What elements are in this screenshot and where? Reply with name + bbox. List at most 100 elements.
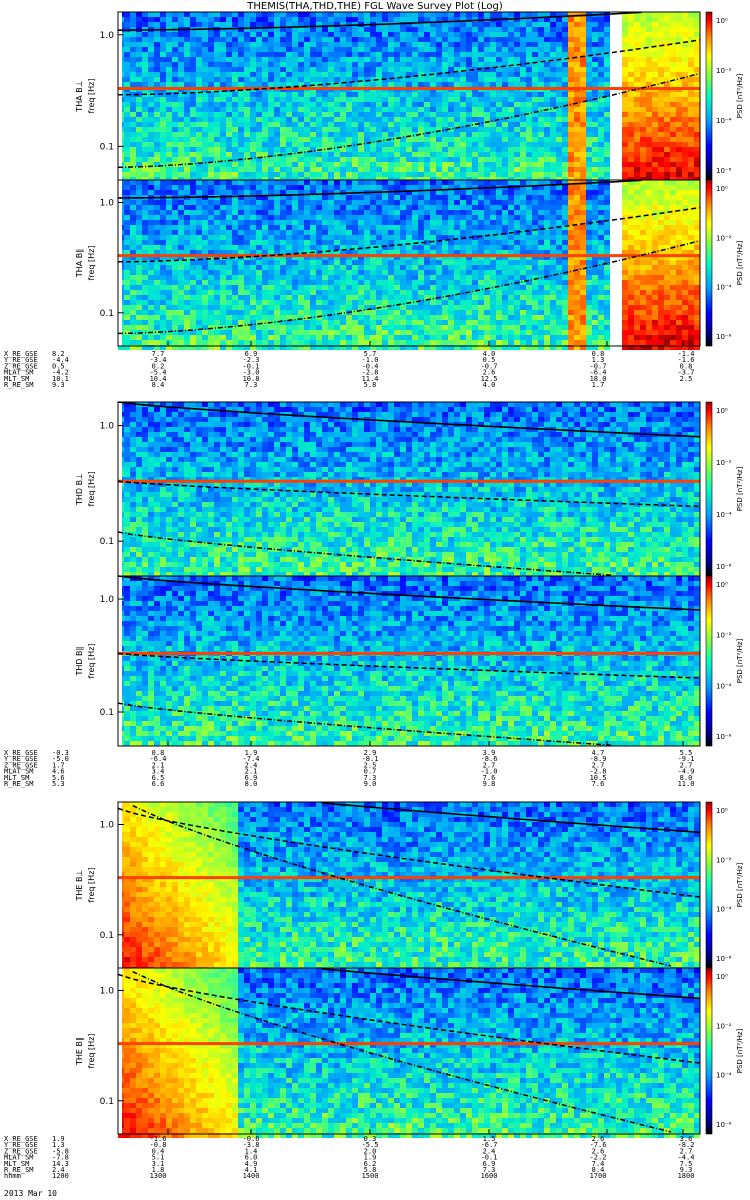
ephemeris-value: 7.3 — [483, 1166, 496, 1174]
ephemeris-value: -1.6 — [678, 356, 695, 364]
ephemeris-value: 0.8 — [680, 362, 693, 370]
ephemeris-value: 1.3 — [52, 1141, 65, 1149]
colorbar-tick-label: 10⁰ — [716, 581, 728, 589]
colorbar-label: PSD [nT²/Hz] — [736, 638, 744, 683]
ephemeris-label: hhmm — [4, 1172, 21, 1180]
panel-frame — [117, 967, 701, 1135]
ephemeris-value: -3.0 — [243, 369, 260, 377]
spectrogram-tha-perp — [117, 11, 701, 182]
ephemeris-value: -0.4 — [362, 362, 379, 370]
ephemeris-label: R_RE_SM — [4, 1166, 34, 1174]
ephemeris-value: 4.1 — [245, 1166, 258, 1174]
ephemeris-value: 7.6 — [592, 780, 605, 788]
panel-yunit: freq [Hz] — [87, 1034, 96, 1069]
ephemeris-value: 1.4 — [245, 1147, 258, 1155]
y-tick-label: 0.1 — [100, 708, 114, 718]
y-tick-label: 0.1 — [100, 537, 114, 547]
ephemeris-value: 9.3 — [52, 381, 65, 389]
panel-frame — [117, 179, 701, 347]
spectral-line — [118, 1042, 700, 1046]
ephemeris-label: MLAT_SM — [4, 768, 34, 776]
ephemeris-value: 10.1 — [52, 375, 69, 383]
ephemeris-value: 6.9 — [483, 1160, 496, 1168]
spectrogram-thd-par — [117, 575, 701, 747]
frequency-curve — [117, 240, 701, 335]
colorbar-tick-label: 10⁻⁴ — [716, 511, 732, 519]
ephemeris-value: 0.8 — [152, 749, 165, 757]
colorbar-tick-label: 10⁰ — [716, 973, 728, 981]
ephemeris-value: 4.9 — [245, 1160, 258, 1168]
ephemeris-value: -1.0 — [362, 356, 379, 364]
colorbar-tick-label: 10⁻⁶ — [716, 167, 732, 175]
panel-yunit: freq [Hz] — [87, 79, 96, 114]
colorbar-label: PSD [nT²/Hz] — [736, 73, 744, 118]
colorbar-tick-label: 10⁰ — [716, 807, 728, 815]
frequency-curve — [117, 72, 701, 169]
ephemeris-value: 3.1 — [152, 1160, 165, 1168]
ephemeris-value: -4.9 — [678, 768, 695, 776]
ephemeris-value: 6.0 — [245, 1154, 258, 1162]
ephemeris-value: 1500 — [362, 1172, 379, 1180]
ephemeris-value: 7.7 — [152, 350, 165, 358]
panel-yunit: freq [Hz] — [87, 472, 96, 507]
ephemeris-value: 4.0 — [483, 350, 496, 358]
ephemeris-value: 2.4 — [245, 761, 258, 769]
ephemeris-value: 1300 — [150, 1172, 167, 1180]
ephemeris-label: Y_RE_GSE — [4, 1141, 38, 1149]
ephemeris-value: 10.4 — [150, 375, 167, 383]
panel-yunit: freq [Hz] — [87, 644, 96, 679]
ephemeris-value: 1600 — [481, 1172, 498, 1180]
y-tick-label: 1.0 — [100, 199, 115, 209]
ephemeris-value: -2.2 — [590, 1154, 607, 1162]
ephemeris-value: -5.0 — [52, 755, 69, 763]
date-label: 2013 Mar 10 — [4, 1190, 57, 1198]
ephemeris-value: 3.4 — [152, 768, 165, 776]
ephemeris-value: -4.4 — [52, 356, 69, 364]
y-tick-label: 0.1 — [100, 1097, 114, 1107]
spectral-line — [118, 876, 700, 880]
colorbar-label: PSD [nT²/Hz] — [736, 466, 744, 511]
ephemeris-label: X_RE_GSE — [4, 350, 38, 358]
ephemeris-value: 6.9 — [245, 350, 258, 358]
ephemeris-value: 5.8 — [364, 381, 377, 389]
ephemeris-value: -3.7 — [678, 369, 695, 377]
ephemeris-label: MLAT_SM — [4, 1154, 34, 1162]
ephemeris-value: 1.5 — [483, 1135, 496, 1143]
y-tick-label: 0.1 — [100, 309, 114, 319]
ephemeris-value: 1.8 — [152, 1166, 165, 1174]
ephemeris-value: -2.8 — [362, 369, 379, 377]
ephemeris-label: Z_RE_GSE — [4, 761, 38, 769]
y-tick-label: 1.0 — [100, 422, 115, 432]
ephemeris-value: -4.4 — [678, 1154, 695, 1162]
colorbar-tick-label: 10⁻⁶ — [716, 563, 732, 571]
frequency-curve — [117, 575, 701, 611]
ephemeris-value: 0.5 — [483, 356, 496, 364]
frequency-curve — [117, 401, 701, 438]
panel-ylabel: THA B∥ — [75, 249, 84, 278]
ephemeris-value: 1.7 — [592, 381, 605, 389]
y-tick-label: 1.0 — [100, 821, 115, 831]
ephemeris-value: 0.5 — [52, 362, 65, 370]
ephemeris-label: X_RE_GSE — [4, 1135, 38, 1143]
ephemeris-value: -7.8 — [52, 1154, 69, 1162]
colorbar-tick-label: 10⁻⁶ — [716, 955, 732, 963]
colorbar — [705, 575, 713, 747]
ephemeris-label: X_RE_GSE — [4, 749, 38, 757]
ephemeris-label: MLT_SM — [4, 1160, 29, 1168]
frequency-curve — [117, 39, 701, 96]
colorbar-tick-label: 10⁻⁴ — [716, 682, 732, 690]
ephemeris-value: 0.3 — [364, 1135, 377, 1143]
y-tick-label: 1.0 — [100, 987, 115, 997]
ephemeris-value: 2.6 — [592, 1135, 605, 1143]
ephemeris-value: 11.0 — [678, 780, 695, 788]
ephemeris-value: 2.1 — [152, 761, 165, 769]
colorbar-tick-label: 10⁻² — [716, 1022, 732, 1030]
colorbar-tick-label: 10⁰ — [716, 407, 728, 415]
colorbar-label: PSD [nT²/Hz] — [736, 862, 744, 907]
ephemeris-value: 6.5 — [152, 774, 165, 782]
ephemeris-value: -8.2 — [678, 1141, 695, 1149]
ephemeris-value: 11.4 — [362, 375, 379, 383]
colorbar-tick-label: 10⁰ — [716, 185, 728, 193]
ephemeris-value: -0.1 — [481, 1154, 498, 1162]
